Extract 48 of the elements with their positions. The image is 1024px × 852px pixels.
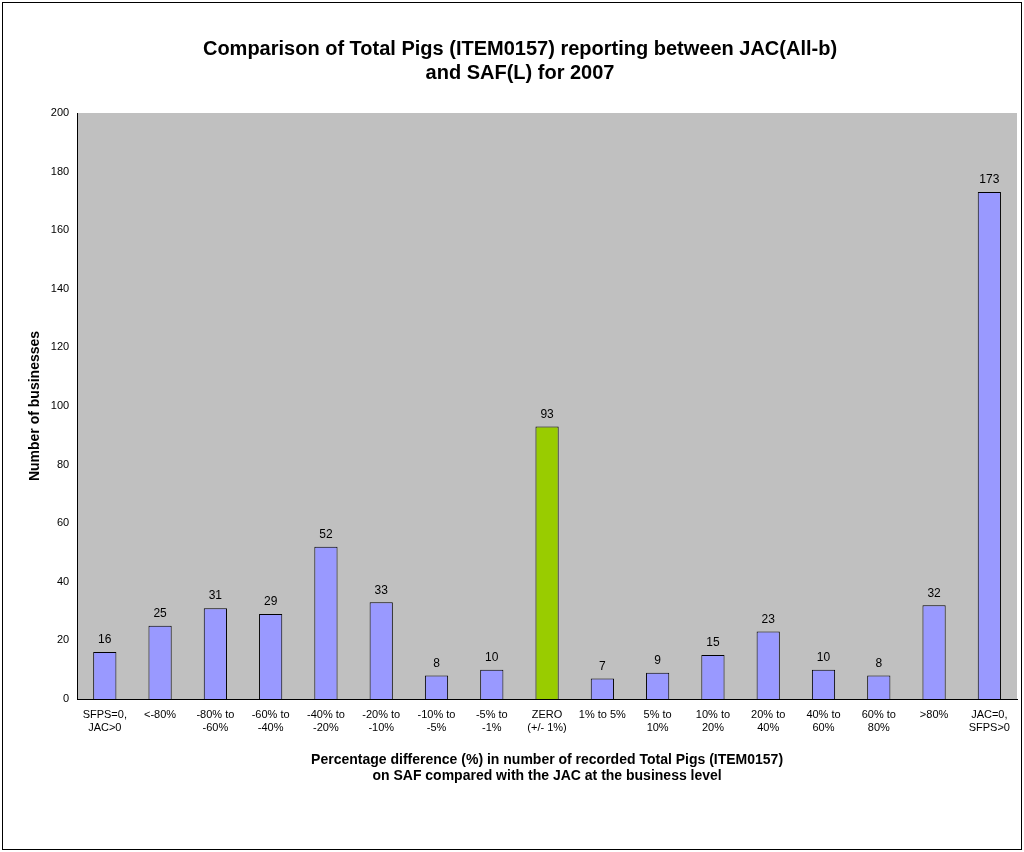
data-label: 25 <box>153 606 168 621</box>
data-label: 29 <box>263 594 278 609</box>
data-label: 9 <box>654 652 662 667</box>
y-tick-label: 20 <box>56 633 70 646</box>
data-label: 7 <box>599 658 607 673</box>
data-label: 15 <box>706 635 720 650</box>
data-label: 10 <box>816 650 831 665</box>
y-axis-title: Number of businesses <box>26 330 43 482</box>
data-label: 33 <box>374 582 389 597</box>
y-tick-label: 180 <box>50 164 70 177</box>
y-tick-label: 120 <box>50 340 70 353</box>
y-tick-label: 200 <box>50 106 70 119</box>
x-tick-label: SFPS=0, JAC>0 <box>82 707 127 733</box>
x-tick-label: 1% to 5% <box>578 707 627 720</box>
x-tick-label: -5% to -1% <box>475 707 508 733</box>
data-label: 10 <box>485 650 499 665</box>
x-tick-label: -10% to -5% <box>417 707 456 733</box>
x-tick-label: 5% to 10% <box>643 707 672 733</box>
x-axis-title: Percentage difference (%) in number of recorded Total Pigs (ITEM0157) on SAF compared with the JAC at the business level <box>311 750 784 784</box>
x-tick-label: 20% to 40% <box>751 707 786 733</box>
x-tick-label: 10% to 20% <box>695 707 731 733</box>
y-tick-label: 60 <box>56 516 70 529</box>
y-tick-label: 100 <box>50 399 70 412</box>
y-tick-label: 140 <box>50 281 70 294</box>
data-label: 93 <box>540 406 555 421</box>
y-tick-label: 0 <box>63 692 70 705</box>
x-tick-label: <-80% <box>144 707 177 720</box>
chart-title: Comparison of Total Pigs (ITEM0157) reporting between JAC(All-b) and SAF(L) for 2007 <box>202 36 838 83</box>
data-label: 8 <box>875 655 883 670</box>
x-tick-label: ZERO (+/- 1%) <box>527 707 567 733</box>
y-tick-label: 160 <box>50 223 70 236</box>
x-tick-label: -60% to -40% <box>251 707 290 733</box>
x-tick-label: -40% to -20% <box>306 707 345 733</box>
y-tick-label: 80 <box>56 457 70 470</box>
data-label: 173 <box>979 172 1000 187</box>
x-tick-label: -20% to -10% <box>362 707 401 733</box>
data-label: 8 <box>433 655 441 670</box>
x-tick-label: >80% <box>919 707 949 720</box>
x-tick-label: 40% to 60% <box>806 707 841 733</box>
x-tick-label: JAC=0, SFPS>0 <box>968 707 1010 733</box>
data-label: 32 <box>927 585 942 600</box>
data-label: 16 <box>98 632 112 647</box>
data-label: 52 <box>319 526 333 541</box>
data-label: 23 <box>761 611 776 626</box>
x-tick-label: -80% to -60% <box>196 707 235 733</box>
x-tick-label: 60% to 80% <box>861 707 896 733</box>
data-label: 31 <box>208 588 223 603</box>
y-tick-label: 40 <box>56 574 70 587</box>
